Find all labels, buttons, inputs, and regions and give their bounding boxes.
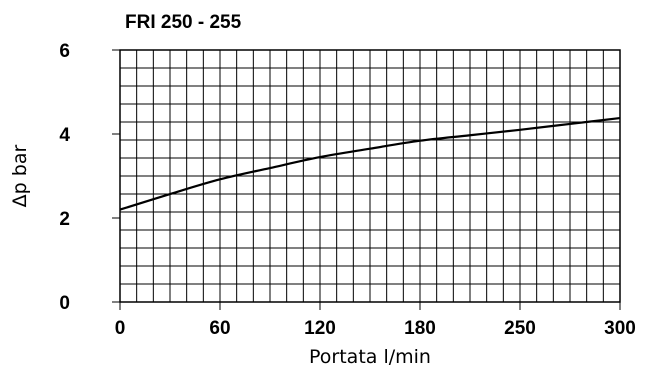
x-tick-label: 60 xyxy=(209,318,230,339)
x-tick-labels: 0 60 120 180 250 300 xyxy=(115,302,636,339)
y-tick-label: 2 xyxy=(59,209,70,230)
y-tick-label: 4 xyxy=(59,125,70,146)
plot-grid xyxy=(120,50,620,302)
pressure-drop-curve xyxy=(119,116,621,211)
plot-frame xyxy=(119,49,621,303)
x-tick-label: 300 xyxy=(604,318,636,339)
y-axis-label: Δp bar xyxy=(9,145,31,208)
x-tick-label: 0 xyxy=(115,318,126,339)
x-tick-label: 180 xyxy=(404,318,436,339)
x-tick-label: 120 xyxy=(304,318,336,339)
x-tick-label: 250 xyxy=(504,318,536,339)
y-tick-label: 6 xyxy=(59,41,70,62)
y-tick-label: 0 xyxy=(59,293,70,314)
y-tick-labels: 0 2 4 6 xyxy=(59,41,120,314)
chart-title: FRI 250 - 255 xyxy=(125,12,242,33)
x-axis-label: Portata l/min xyxy=(309,346,431,368)
